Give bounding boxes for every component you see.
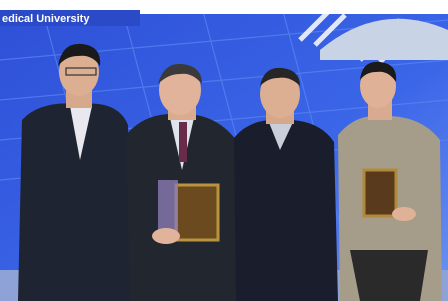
photo: edical University [0,0,448,301]
plaque [364,170,396,216]
plaque [176,185,218,240]
banner-text: edical University [2,13,90,25]
